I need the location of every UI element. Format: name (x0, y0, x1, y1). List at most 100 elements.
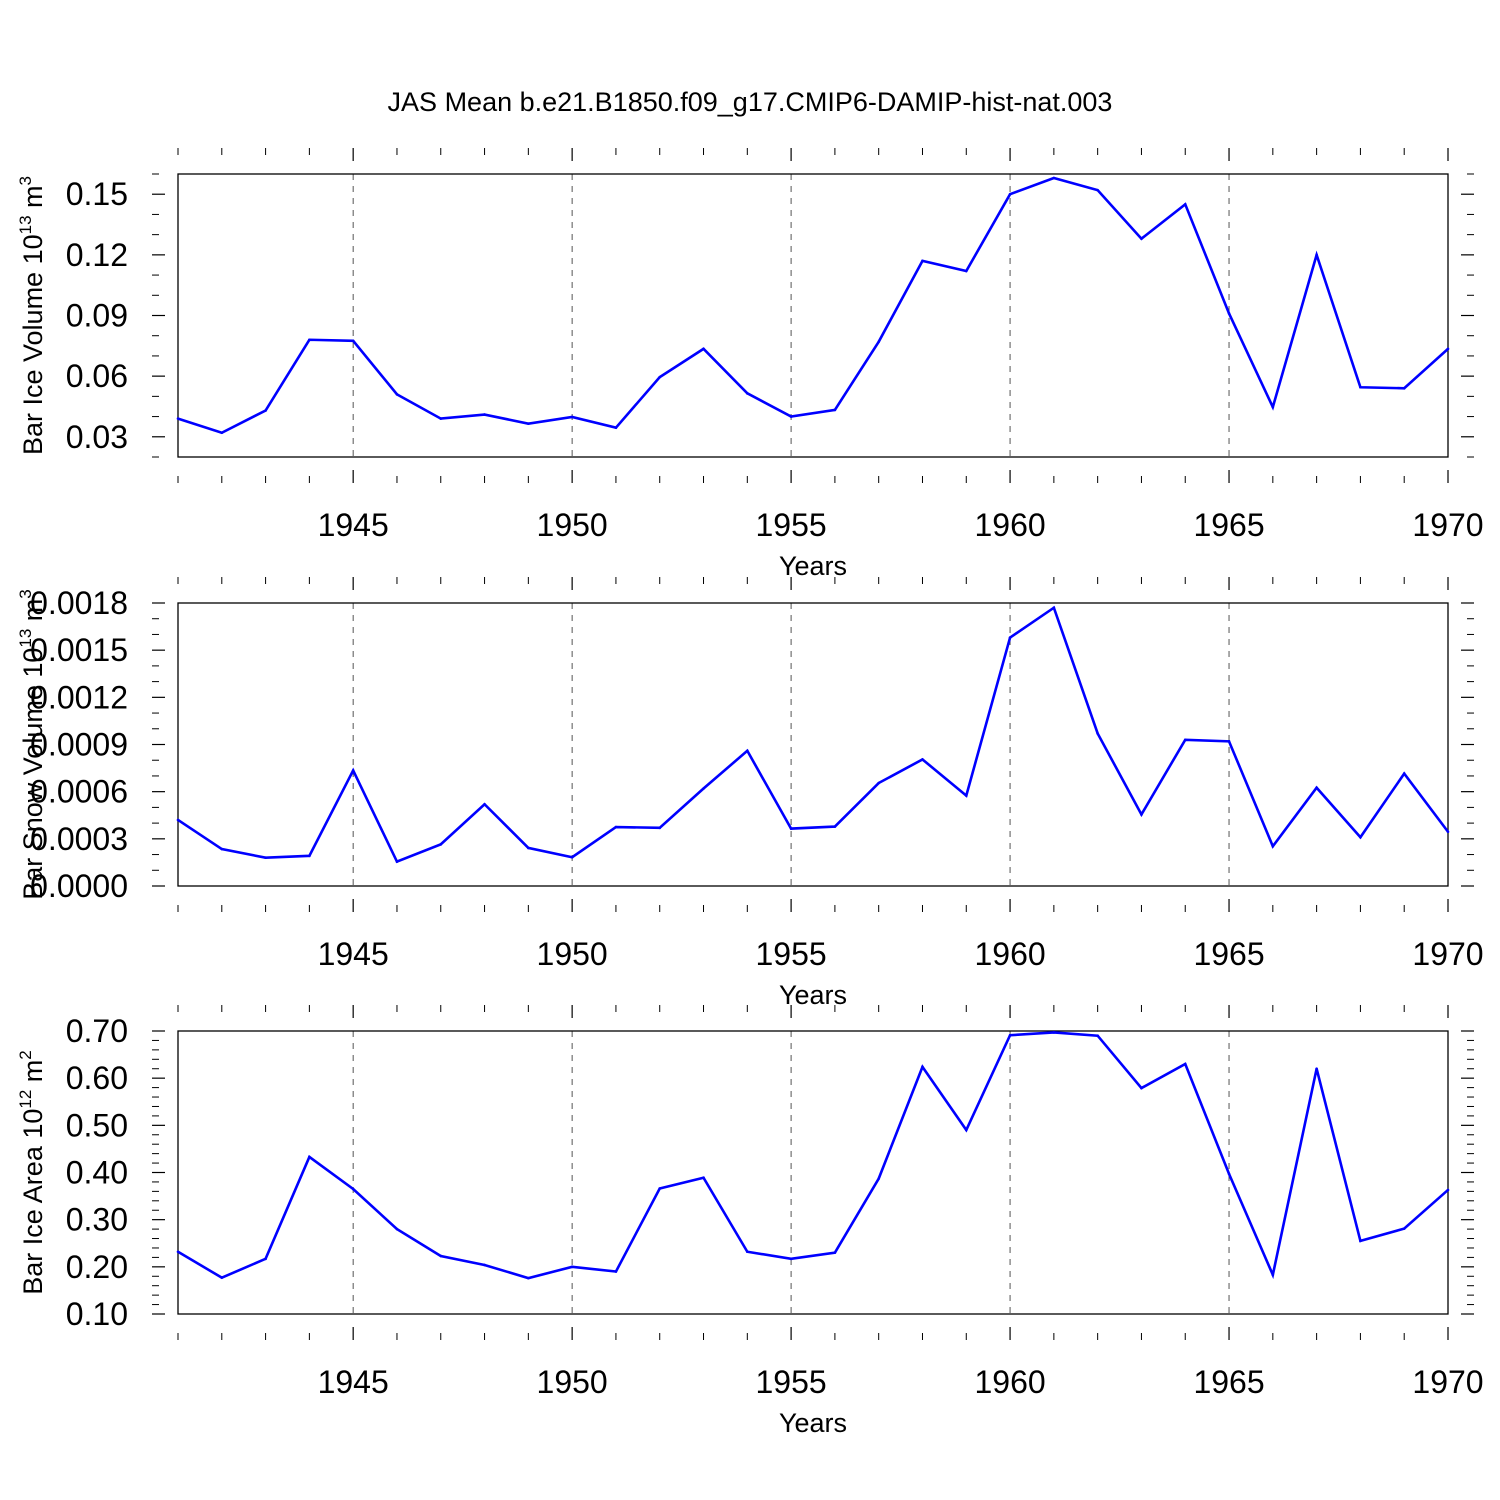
data-point (395, 393, 399, 396)
data-point (964, 269, 968, 273)
data-point (1096, 1034, 1099, 1038)
data-point (1271, 844, 1275, 848)
data-point (220, 1276, 224, 1279)
data-point (1315, 786, 1318, 790)
data-point (1402, 772, 1406, 775)
data-point (1052, 176, 1056, 180)
x-tick-label: 1965 (1193, 507, 1264, 543)
data-point (746, 392, 749, 395)
data-point (1359, 1239, 1362, 1243)
data-point (1008, 1033, 1012, 1037)
data-point (483, 1263, 486, 1267)
data-point (1315, 253, 1318, 257)
y-axis-label: Bar Ice Volume 1013 m3 (16, 176, 48, 455)
data-point (308, 854, 311, 858)
data-point (1446, 347, 1450, 351)
x-tick-label: 1950 (537, 936, 608, 972)
data-point (614, 426, 618, 429)
y-tick-label: 0.60 (66, 1060, 128, 1096)
y-tick-label: 0.15 (66, 176, 128, 212)
chart-panel-3: 1945 1950 1955 1960 1965 1970 0.10 0.20 0.30 0.40… (16, 1005, 1484, 1438)
x-tick-label: 1945 (318, 936, 389, 972)
y-tick-label: 0.50 (66, 1107, 128, 1143)
data-point (1359, 385, 1362, 389)
data-point (1446, 830, 1450, 834)
data-point (176, 818, 180, 822)
data-point (1183, 738, 1187, 742)
data-point (1227, 312, 1231, 315)
y-tick-label: 0.20 (66, 1249, 128, 1285)
chart-panel-2: 1945 1950 1955 1960 1965 1970 0.0000 0.0003 0.00… (16, 577, 1484, 1010)
data-point (833, 1251, 837, 1254)
data-point (351, 339, 355, 343)
x-tick-label: 1950 (537, 1364, 608, 1400)
data-point (527, 846, 530, 850)
y-tick-label: 0.30 (66, 1202, 128, 1238)
data-point (351, 769, 355, 772)
data-point (1359, 835, 1362, 839)
data-point (833, 408, 837, 412)
data-point (1140, 1086, 1143, 1090)
chart-panel-1: 1945 1950 1955 1960 1965 1970 0.03 0.06 0.09 0.12… (16, 148, 1484, 581)
series-line (177, 605, 1450, 864)
data-point (1183, 1062, 1187, 1066)
data-point (1096, 732, 1099, 735)
data-point (308, 1155, 311, 1159)
x-tick-label: 1965 (1193, 1364, 1264, 1400)
x-tick-label: 1955 (756, 936, 827, 972)
data-point (1315, 1067, 1318, 1071)
data-point (308, 338, 311, 342)
chart-panels: 1945 1950 1955 1960 1965 1970 0.03 0.06 0.09 0.12… (16, 148, 1484, 1438)
data-point (658, 375, 662, 379)
data-point (527, 422, 530, 425)
data-point (658, 826, 662, 830)
y-tick-label: 0.09 (66, 298, 128, 334)
x-tick-label: 1970 (1412, 936, 1483, 972)
plot-frame (177, 602, 1449, 887)
x-tick-label: 1960 (974, 936, 1045, 972)
data-point (877, 1177, 880, 1180)
data-point (1052, 1031, 1056, 1034)
data-point (395, 860, 399, 863)
data-point (483, 413, 486, 416)
data-point (220, 431, 224, 435)
data-point (439, 417, 443, 420)
data-point (1271, 405, 1275, 409)
data-point (614, 1270, 618, 1273)
data-point (1008, 192, 1012, 196)
data-point (1227, 1172, 1231, 1176)
data-point (570, 1265, 574, 1269)
x-tick-label: 1970 (1412, 507, 1483, 543)
data-point (1271, 1273, 1275, 1277)
data-point (921, 758, 924, 761)
x-tick-label: 1945 (318, 507, 389, 543)
series-line (177, 176, 1449, 435)
data-point (264, 856, 267, 859)
data-point (1183, 203, 1187, 206)
data-point (658, 1187, 662, 1190)
y-tick-label: 0.0015 (30, 632, 128, 668)
data-point (702, 787, 705, 790)
data-point (570, 855, 574, 859)
data-point (789, 827, 793, 830)
data-point (1140, 813, 1143, 816)
plot-frame (177, 1030, 1449, 1315)
data-point (921, 1065, 924, 1069)
y-tick-label: 0.12 (66, 237, 128, 273)
data-point (439, 843, 443, 846)
data-point (833, 825, 837, 828)
data-point (1008, 636, 1012, 639)
data-point (264, 1257, 267, 1261)
y-tick-label: 0.0003 (30, 821, 128, 857)
series-line (177, 1031, 1449, 1280)
data-point (1052, 606, 1056, 610)
x-tick-label: 1960 (974, 1364, 1045, 1400)
y-axis-label: Bar Snow Volume 1013 m3 (16, 589, 48, 900)
data-point (570, 415, 574, 419)
data-point (439, 1254, 443, 1258)
x-tick-label: 1960 (974, 507, 1045, 543)
data-point (176, 1250, 180, 1254)
data-point (964, 1128, 968, 1132)
data-point (746, 1250, 749, 1254)
data-point (702, 347, 705, 351)
